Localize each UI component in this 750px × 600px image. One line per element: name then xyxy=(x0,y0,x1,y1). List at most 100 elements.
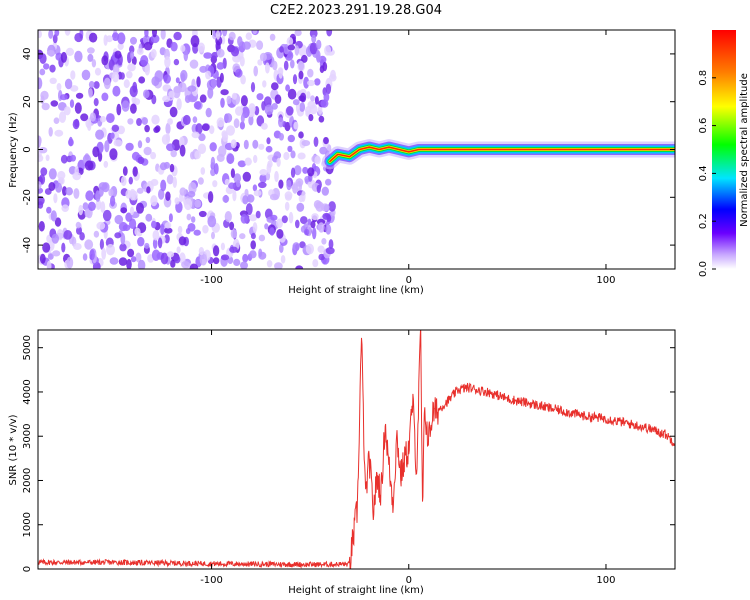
spectrogram-noise-cell xyxy=(128,176,133,185)
spectrogram-noise-cell xyxy=(60,51,67,63)
spectrogram-noise-cell xyxy=(290,150,296,159)
spectrogram-noise-cell xyxy=(78,204,84,216)
spectrogram-ytick-label: 20 xyxy=(22,95,33,108)
spectrogram-noise-cell xyxy=(243,139,249,150)
spectrogram-noise-cell xyxy=(269,193,279,201)
spectrogram-noise-cell xyxy=(151,220,157,229)
spectrogram-noise-cell xyxy=(240,113,245,123)
spectrogram-xtick-label: 0 xyxy=(406,275,412,286)
spectrogram-noise-cell xyxy=(48,30,54,39)
snr-xtick-label: 100 xyxy=(596,575,615,586)
spectrogram-noise-cell xyxy=(87,47,95,54)
spectrogram-noise-cell xyxy=(168,90,175,98)
spectrogram-noise-cell xyxy=(187,223,196,232)
spectrogram-noise-cell xyxy=(95,190,101,202)
spectrogram-noise-cell xyxy=(294,30,302,37)
spectrogram-noise-cell xyxy=(38,221,45,232)
spectrogram-noise-cell xyxy=(191,216,196,223)
spectrogram-noise-cell xyxy=(152,238,158,250)
spectrogram-ytick-label: 40 xyxy=(22,48,33,61)
spectrogram-noise-cell xyxy=(230,46,240,57)
spectrogram-noise-cell xyxy=(136,48,144,55)
spectrogram-noise-cell xyxy=(210,78,217,88)
spectrogram-noise-cell xyxy=(173,58,180,66)
spectrogram-noise-cell xyxy=(181,261,190,269)
spectrogram-noise-cell xyxy=(252,184,258,192)
spectrogram-noise-cell xyxy=(215,30,221,40)
spectrogram-noise-cell xyxy=(150,178,159,187)
spectrogram-noise-cell xyxy=(240,74,246,85)
spectrogram-noise-cell xyxy=(308,114,314,122)
spectrogram-noise-cell xyxy=(309,42,318,55)
spectrogram-noise-cell xyxy=(240,214,248,224)
spectrogram-noise-cell xyxy=(137,259,146,269)
spectrogram-noise-cell xyxy=(141,117,148,125)
spectrogram-noise-cell xyxy=(292,74,298,85)
spectrogram-noise-cell xyxy=(99,238,104,250)
spectrogram-noise-cell xyxy=(108,188,114,197)
spectrogram-noise-cell xyxy=(111,124,120,132)
spectrogram-noise-cell xyxy=(318,253,326,261)
spectrogram-noise-cell xyxy=(230,229,238,239)
spectrogram-noise-cell xyxy=(213,257,220,265)
spectrogram-noise-cell xyxy=(109,257,119,265)
spectrogram-noise-cell xyxy=(245,32,252,40)
spectrogram-noise-cell xyxy=(82,253,88,261)
spectrogram-noise-cell xyxy=(323,137,329,145)
spectrogram-noise-cell xyxy=(259,52,267,62)
spectrogram-xlabel: Height of straight line (km) xyxy=(288,285,424,296)
spectrogram-noise-cell xyxy=(314,155,321,165)
snr-xlabel: Height of straight line (km) xyxy=(288,585,424,596)
spectrogram-noise-cell xyxy=(38,187,44,194)
spectrogram-noise-cell xyxy=(258,248,263,258)
spectrogram-noise-cell xyxy=(55,182,63,193)
spectrogram-noise-cell xyxy=(106,244,115,256)
spectrogram-noise-cell xyxy=(114,50,122,59)
spectrogram-noise-cell xyxy=(318,115,325,123)
spectrogram-noise-cell xyxy=(164,234,170,244)
spectrogram-noise-cell xyxy=(303,228,310,236)
spectrogram-noise-cell xyxy=(64,78,73,90)
spectrogram-noise-cell xyxy=(261,122,268,130)
spectrogram-noise-cell xyxy=(125,189,132,199)
spectrogram-noise-cell xyxy=(274,170,279,183)
spectrogram-noise-cell xyxy=(298,131,304,139)
spectrogram-noise-cell xyxy=(65,187,73,196)
spectrogram-noise-cell xyxy=(299,102,306,112)
spectrogram-noise-cell xyxy=(154,125,161,133)
spectrogram-noise-cell xyxy=(175,77,180,84)
spectrogram-noise-cell xyxy=(114,214,124,225)
spectrogram-noise-cell xyxy=(229,246,238,253)
spectrogram-noise-cell xyxy=(278,117,284,128)
spectrogram-noise-cell xyxy=(197,143,207,155)
snr-ytick-label: 0 xyxy=(22,566,33,572)
spectrogram-noise-cell xyxy=(212,180,218,188)
spectrogram-noise-cell xyxy=(159,162,168,171)
spectrogram-noise-cell xyxy=(187,190,196,198)
colorbar-tick-label: 0.0 xyxy=(698,261,709,277)
spectrogram-noise-cell xyxy=(186,213,192,221)
spectrogram-noise-cell xyxy=(70,85,79,92)
spectrogram-noise-cell xyxy=(287,145,293,153)
spectrogram-noise-cell xyxy=(119,243,127,252)
spectrogram-noise-cell xyxy=(38,30,42,38)
spectrogram-noise-cell xyxy=(144,242,150,249)
spectrogram-noise-cell xyxy=(312,259,319,268)
spectrogram-noise-cell xyxy=(160,252,169,265)
spectrogram-noise-cell xyxy=(197,177,204,185)
spectrogram-noise-cell xyxy=(209,142,217,152)
spectrogram-noise-cell xyxy=(173,86,181,99)
spectrogram-noise-cell xyxy=(255,210,261,219)
spectrogram-noise-cell xyxy=(286,106,294,116)
spectrogram-noise-cell xyxy=(179,144,186,157)
spectrogram-noise-cell xyxy=(101,55,109,66)
spectrogram-noise-cell xyxy=(240,95,248,107)
spectrogram-noise-cell xyxy=(151,114,160,125)
spectrogram-noise-cell xyxy=(169,163,175,173)
spectrogram-noise-cell xyxy=(288,211,294,224)
spectrogram-noise-cell xyxy=(267,160,273,168)
spectrogram-noise-cell xyxy=(273,151,282,160)
spectrogram-noise-cell xyxy=(307,68,314,78)
spectrogram-noise-cell xyxy=(73,243,82,250)
spectrogram-noise-cell xyxy=(70,70,76,80)
